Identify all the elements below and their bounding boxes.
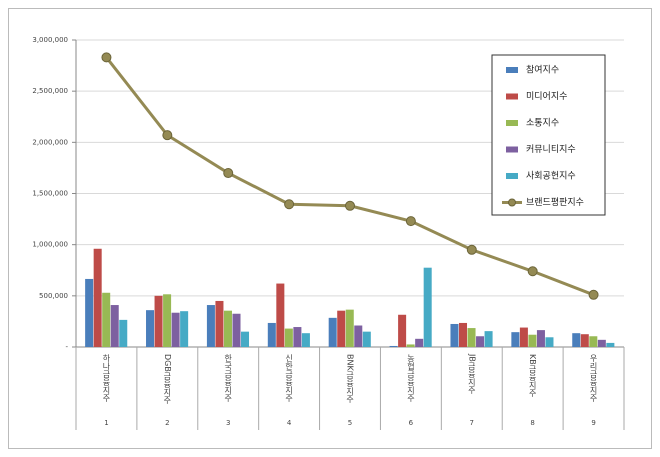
- y-tick-label: 2,000,000: [32, 138, 68, 146]
- line-marker: [588, 289, 599, 300]
- bar: [119, 319, 128, 347]
- line-marker: [162, 130, 173, 141]
- legend-label: 소통지수: [526, 118, 559, 129]
- legend-marker: [508, 198, 516, 207]
- bar: [511, 332, 520, 347]
- bar: [154, 295, 163, 347]
- bar: [276, 283, 285, 347]
- category-rank: 1: [104, 419, 108, 427]
- x-tick-label: BNK금융지주: [346, 354, 355, 404]
- bar: [293, 327, 302, 347]
- bar: [163, 294, 172, 347]
- category-rank: 9: [591, 419, 595, 427]
- x-tick-label: 신한금융지주: [284, 354, 293, 403]
- bar: [572, 333, 581, 347]
- x-tick-label: DGB금융지주: [163, 354, 172, 405]
- bar: [232, 313, 241, 347]
- bar: [389, 345, 398, 347]
- bar: [180, 311, 189, 347]
- bar: [354, 325, 363, 347]
- legend-label: 브랜드평판지수: [526, 197, 584, 208]
- line-marker: [223, 168, 234, 179]
- line-marker: [405, 216, 416, 227]
- bar: [241, 331, 250, 347]
- legend-label: 미디어지수: [526, 91, 567, 102]
- bar: [110, 305, 119, 347]
- category-rank: 6: [409, 419, 414, 427]
- bar: [484, 331, 493, 347]
- category-rank: 7: [470, 419, 474, 427]
- bar: [345, 309, 354, 347]
- bar: [102, 292, 111, 347]
- x-tick-label: 농협금융지주: [406, 354, 415, 403]
- bar: [206, 305, 215, 347]
- bar: [415, 338, 424, 347]
- legend-swatch: [506, 120, 518, 126]
- legend-swatch: [506, 93, 518, 100]
- bar: [545, 337, 554, 347]
- bar: [467, 328, 476, 347]
- bar: [519, 327, 528, 347]
- category-rank: 8: [530, 419, 534, 427]
- bar: [146, 310, 155, 347]
- x-tick-label: KB금융지주: [528, 354, 537, 398]
- y-tick-label: 2,500,000: [32, 87, 68, 95]
- y-tick-label: -: [65, 343, 68, 351]
- line-marker: [527, 266, 538, 277]
- bar: [337, 310, 346, 347]
- bar: [536, 330, 545, 347]
- bar: [450, 323, 459, 347]
- category-rank: 4: [287, 419, 292, 427]
- bar: [597, 339, 606, 347]
- bar: [267, 322, 276, 347]
- bar: [423, 267, 432, 347]
- y-tick-label: 3,000,000: [32, 36, 68, 44]
- bar: [589, 336, 598, 347]
- x-tick-label: 우리금융지주: [589, 354, 598, 403]
- bar: [85, 278, 94, 347]
- bar: [171, 312, 180, 347]
- bar: [223, 310, 232, 347]
- bar: [328, 317, 337, 347]
- bar: [284, 328, 293, 347]
- legend-label: 참여지수: [526, 64, 559, 76]
- bar: [606, 342, 615, 347]
- bar: [406, 344, 415, 347]
- legend-label: 커뮤니티지수: [526, 144, 576, 155]
- y-tick-label: 500,000: [39, 292, 68, 300]
- category-rank: 2: [165, 419, 169, 427]
- bar: [398, 314, 407, 347]
- bar: [476, 336, 485, 347]
- category-rank: 5: [348, 419, 352, 427]
- legend-swatch: [506, 67, 518, 73]
- category-rank: 3: [226, 419, 230, 427]
- x-tick-label: JB금융지주: [467, 353, 476, 395]
- bar: [362, 331, 371, 347]
- line-marker: [284, 199, 295, 210]
- legend-label: 사회공헌지수: [526, 171, 576, 182]
- bar: [528, 334, 537, 347]
- x-tick-label: 하나금융지주: [102, 353, 111, 403]
- line-marker: [345, 200, 355, 211]
- bar: [301, 333, 310, 347]
- bar: [215, 300, 224, 347]
- bar: [93, 248, 102, 347]
- x-tick-label: 한국금융지주: [223, 354, 232, 403]
- legend-box: [491, 54, 606, 216]
- line-marker: [101, 52, 112, 63]
- legend-swatch: [506, 173, 518, 179]
- bar: [458, 322, 468, 347]
- line-marker: [466, 244, 477, 255]
- y-tick-label: 1,500,000: [32, 190, 68, 198]
- bar: [580, 334, 589, 347]
- legend-swatch: [506, 146, 518, 153]
- y-tick-label: 1,000,000: [32, 241, 68, 249]
